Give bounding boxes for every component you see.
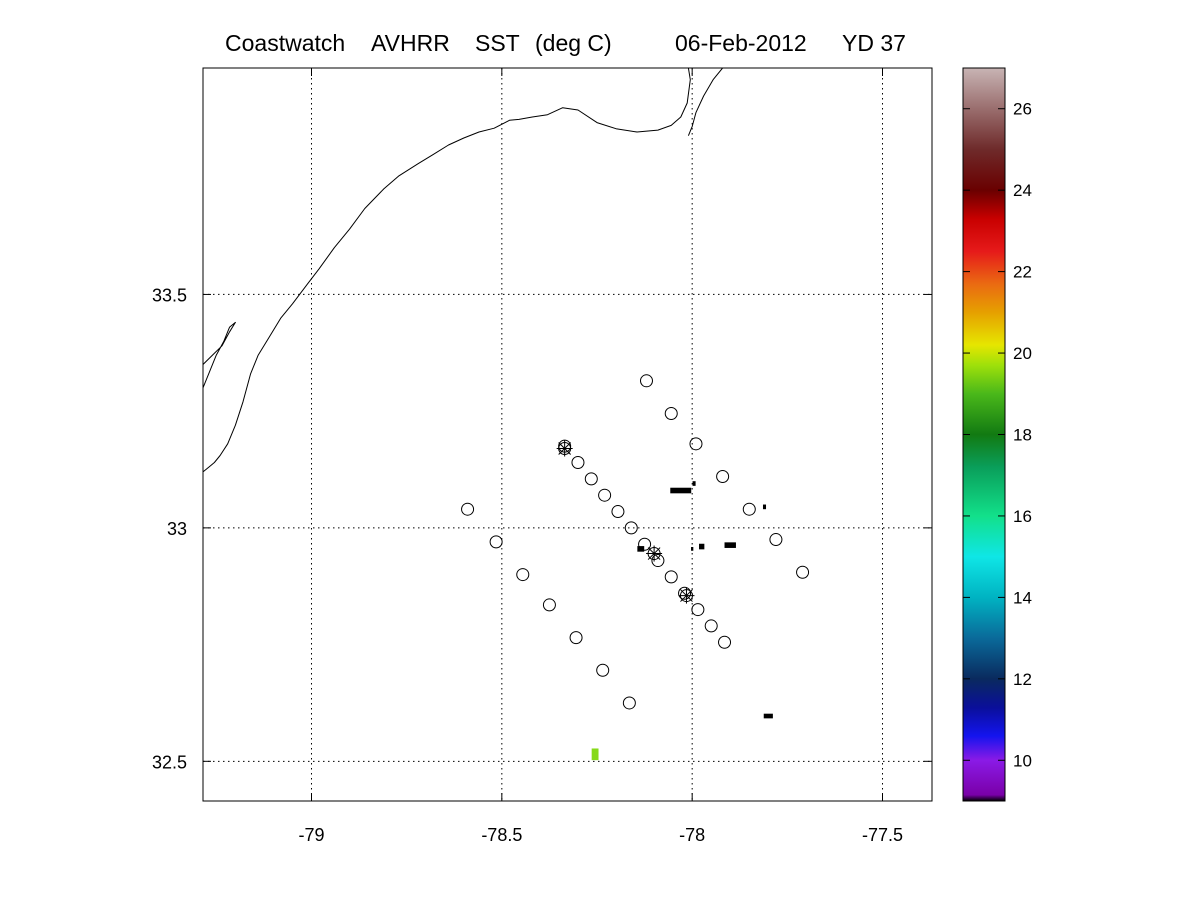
sst-pixel: [699, 543, 705, 550]
map-panel: -79 -78.5 -78 -77.5 33.5 33 32.5: [152, 67, 933, 845]
station-layer: [461, 374, 810, 710]
colorbar-tick-label: 22: [1013, 263, 1032, 282]
colorbar-tick-label: 24: [1013, 181, 1032, 200]
station-marker: [796, 565, 810, 579]
sst-pixel: [762, 504, 767, 510]
colorbar-tick-label: 16: [1013, 507, 1032, 526]
coastline: [203, 68, 691, 473]
lat-tick-label: 33: [167, 519, 187, 539]
lat-tick-label: 32.5: [152, 752, 187, 772]
colorbar-ticks: 10 12 14 16 18 20 22 24 26: [963, 100, 1032, 770]
lon-tick-label: -78: [679, 825, 705, 845]
station-marker: [611, 505, 625, 519]
station-marker: [489, 535, 503, 549]
sst-pixel: [691, 547, 694, 551]
station-star-marker: [678, 587, 695, 604]
station-marker: [704, 619, 718, 633]
sst-pixel-layer: [591, 481, 773, 761]
station-marker: [718, 635, 732, 649]
colorbar-tick-label: 18: [1013, 426, 1032, 445]
lon-tick-label: -79: [298, 825, 324, 845]
station-marker: [691, 603, 705, 617]
station-marker: [664, 406, 678, 420]
colorbar-tick-label: 20: [1013, 344, 1032, 363]
station-marker: [664, 570, 678, 584]
map-frame: [202, 67, 933, 802]
colorbar: 10 12 14 16 18 20 22 24 26: [962, 67, 1032, 802]
station-marker: [639, 374, 653, 388]
lon-tick-label: -78.5: [481, 825, 522, 845]
coastline-layer: [203, 68, 723, 473]
station-marker: [571, 456, 585, 470]
station-marker: [622, 696, 636, 710]
map-tick-labels: -79 -78.5 -78 -77.5 33.5 33 32.5: [152, 285, 903, 845]
title-variable: SST: [475, 30, 520, 56]
station-star-marker: [646, 545, 663, 562]
colorbar-tick-label: 14: [1013, 588, 1032, 607]
station-star-marker: [556, 440, 573, 457]
station-marker: [569, 631, 583, 645]
map-grid: [203, 68, 932, 801]
station-marker: [598, 488, 612, 502]
title-yearday: YD 37: [842, 30, 906, 56]
station-marker: [596, 663, 610, 677]
station-marker: [742, 502, 756, 516]
title-dataset: Coastwatch: [225, 30, 345, 56]
coastline-barrier-island: [687, 68, 723, 136]
sst-pixel: [763, 713, 773, 719]
lon-tick-label: -77.5: [862, 825, 903, 845]
lat-tick-label: 33.5: [152, 285, 187, 305]
sst-pixel: [724, 542, 736, 548]
station-marker: [769, 533, 783, 547]
station-marker: [584, 472, 598, 486]
station-marker: [716, 470, 730, 484]
colorbar-tick-label: 10: [1013, 751, 1032, 770]
figure-title: Coastwatch AVHRR SST (deg C) 06-Feb-2012…: [225, 30, 906, 56]
map-ticks: [203, 68, 932, 801]
sst-pixel: [692, 481, 696, 486]
colorbar-tick-label: 12: [1013, 670, 1032, 689]
coastline-inlet: [203, 321, 236, 388]
station-marker: [624, 521, 638, 535]
colorbar-tick-label: 26: [1013, 100, 1032, 119]
station-marker: [542, 598, 556, 612]
station-marker: [678, 586, 692, 600]
station-marker: [651, 554, 665, 568]
sst-pixel: [591, 748, 599, 761]
sst-pixel: [670, 487, 692, 494]
station-marker: [461, 502, 475, 516]
title-sensor: AVHRR: [371, 30, 450, 56]
station-marker: [638, 537, 652, 551]
title-date: 06-Feb-2012: [675, 30, 807, 56]
title-units: (deg C): [535, 30, 612, 56]
station-marker: [689, 437, 703, 451]
station-marker: [516, 568, 530, 582]
